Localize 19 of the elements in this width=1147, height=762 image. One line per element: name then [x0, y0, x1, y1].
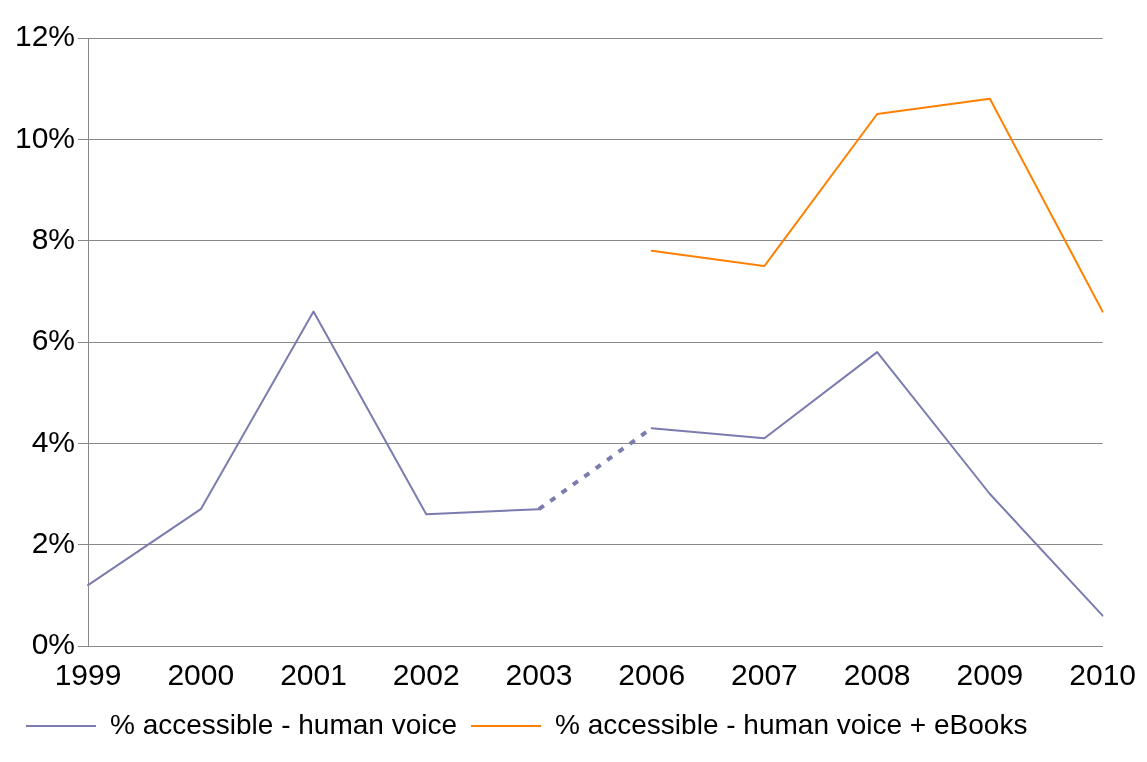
y-tick-label: 8% — [31, 221, 76, 255]
y-tick-label: 4% — [31, 424, 76, 458]
x-tick-label: 1999 — [54, 658, 122, 692]
x-tick-label: 2002 — [392, 658, 460, 692]
y-tick-label: 2% — [31, 525, 76, 559]
y-tick-label: 0% — [31, 627, 76, 661]
x-tick-label: 2003 — [505, 658, 573, 692]
x-tick-label: 2008 — [843, 658, 911, 692]
x-tick-label: 2010 — [1069, 658, 1137, 692]
x-tick-label: 2001 — [280, 658, 347, 692]
legend-label: % accessible - human voice + eBooks — [555, 708, 1028, 740]
y-tick-label: 10% — [15, 120, 76, 154]
x-tick-label: 2000 — [167, 658, 235, 692]
legend-label: % accessible - human voice — [110, 708, 458, 740]
y-tick-label: 12% — [15, 19, 76, 53]
x-tick-label: 2007 — [731, 658, 798, 692]
x-tick-label: 2009 — [956, 658, 1024, 692]
x-tick-label: 2006 — [618, 658, 686, 692]
y-tick-label: 6% — [31, 323, 76, 357]
